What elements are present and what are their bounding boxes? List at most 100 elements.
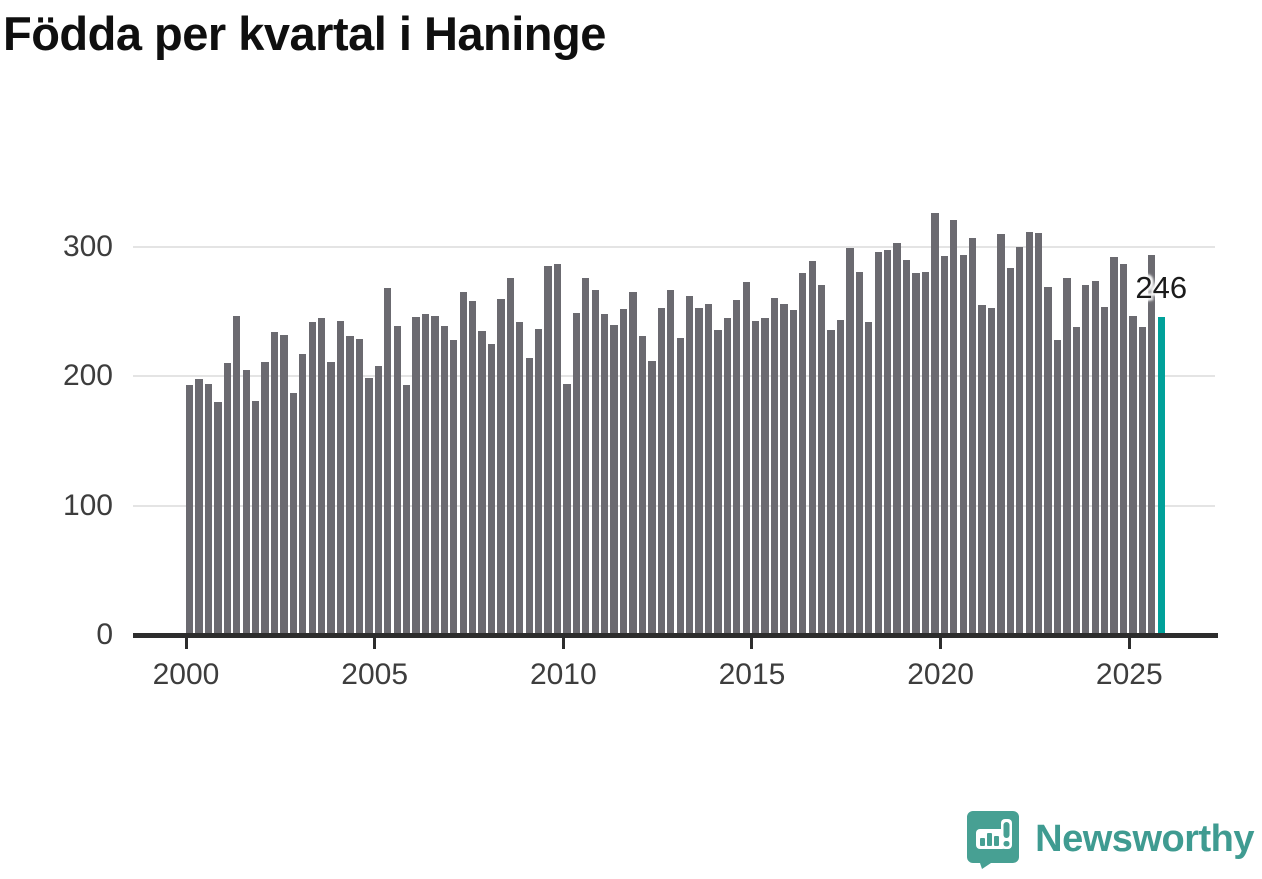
logo-bar-2	[987, 833, 993, 846]
bar	[572, 313, 581, 635]
bar	[308, 322, 316, 635]
bar	[1063, 278, 1071, 635]
bar	[959, 254, 967, 635]
bar	[393, 325, 401, 635]
chart-title: Födda per kvartal i Haninge	[3, 7, 606, 60]
bar	[299, 354, 307, 635]
bar	[412, 316, 420, 635]
bar	[629, 292, 637, 635]
bar	[384, 288, 392, 635]
bar	[770, 297, 779, 635]
bar	[1006, 267, 1014, 635]
bar	[742, 282, 750, 635]
bar	[987, 307, 996, 635]
bar	[657, 307, 665, 635]
bar	[818, 284, 826, 635]
x-axis-tick	[184, 638, 188, 649]
bar	[978, 305, 986, 635]
bar	[261, 362, 269, 635]
bar	[827, 329, 835, 635]
bar	[252, 400, 260, 635]
bar	[270, 332, 279, 635]
bar	[676, 337, 684, 635]
bar	[1110, 257, 1118, 635]
bar	[318, 318, 326, 635]
bar	[1129, 315, 1137, 635]
highlighted-bar	[1157, 316, 1165, 635]
bar	[544, 266, 552, 635]
bar	[563, 384, 571, 635]
bar	[912, 272, 920, 635]
bar	[1148, 254, 1156, 635]
bar	[478, 331, 486, 635]
bar	[535, 328, 543, 635]
bar	[808, 261, 816, 635]
bar	[846, 248, 854, 635]
bar	[685, 296, 694, 635]
bar	[468, 301, 477, 635]
x-axis-tick	[1127, 638, 1131, 649]
bar	[1091, 280, 1099, 635]
bar	[223, 363, 232, 635]
bar	[997, 234, 1005, 635]
bar	[733, 300, 741, 635]
x-axis-label: 2000	[152, 658, 220, 691]
gridline-y-300	[133, 246, 1215, 249]
bar	[553, 263, 562, 635]
bar	[884, 249, 892, 635]
bar	[440, 325, 448, 635]
bar	[780, 303, 788, 635]
bar	[204, 384, 213, 635]
y-axis-label: 200	[62, 359, 113, 393]
bar	[336, 320, 345, 635]
logo-bar-1	[980, 838, 986, 846]
bar	[450, 340, 458, 635]
bar	[374, 366, 382, 635]
bar	[865, 322, 873, 635]
bar	[714, 329, 722, 635]
bar	[1101, 306, 1109, 635]
bar	[591, 289, 599, 635]
bar	[601, 314, 609, 635]
bar	[525, 358, 533, 635]
bar	[1082, 284, 1090, 635]
bar	[751, 320, 760, 635]
bar	[667, 289, 675, 635]
bar	[1016, 247, 1024, 635]
bar	[459, 292, 467, 635]
bar	[789, 310, 797, 635]
bar	[280, 335, 288, 635]
bar	[836, 319, 845, 635]
bar	[799, 272, 807, 635]
logo-bar-3	[994, 836, 1000, 846]
bar	[723, 318, 731, 635]
bar	[855, 271, 864, 635]
x-axis-label: 2015	[718, 658, 786, 691]
bar	[1072, 327, 1080, 635]
logo-exclamation-bar	[1003, 822, 1010, 838]
bar	[242, 369, 250, 635]
brand-wordmark: Newsworthy	[1035, 817, 1254, 860]
bar	[874, 252, 882, 635]
bar	[233, 315, 241, 635]
bar	[761, 318, 769, 635]
x-axis-label: 2010	[529, 658, 597, 691]
bar	[365, 377, 373, 635]
x-axis-tick	[561, 638, 565, 649]
bar	[186, 385, 194, 635]
logo-exclamation-dot	[1003, 841, 1010, 847]
bar	[940, 256, 948, 635]
bar	[355, 338, 364, 635]
bar	[968, 238, 977, 635]
bar	[1025, 231, 1033, 635]
bar	[402, 385, 411, 635]
bar	[421, 314, 430, 635]
newsworthy-logo-icon	[967, 811, 1020, 869]
bar	[704, 303, 713, 635]
bar	[1119, 263, 1128, 635]
bar	[214, 402, 222, 635]
x-axis-label: 2025	[1095, 658, 1163, 691]
bar	[931, 213, 939, 635]
bar	[195, 378, 203, 635]
bar	[695, 307, 703, 635]
